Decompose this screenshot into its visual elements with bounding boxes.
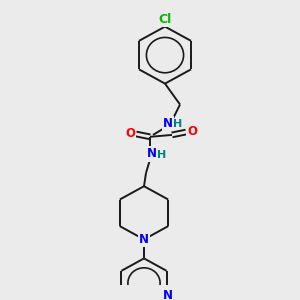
Text: N: N bbox=[163, 289, 172, 300]
Text: O: O bbox=[187, 124, 197, 138]
Text: H: H bbox=[173, 119, 183, 130]
Text: N: N bbox=[139, 233, 149, 246]
Text: H: H bbox=[158, 150, 166, 160]
Text: N: N bbox=[163, 117, 173, 130]
Text: N: N bbox=[147, 147, 157, 161]
Text: Cl: Cl bbox=[158, 13, 172, 26]
Text: O: O bbox=[125, 127, 135, 140]
